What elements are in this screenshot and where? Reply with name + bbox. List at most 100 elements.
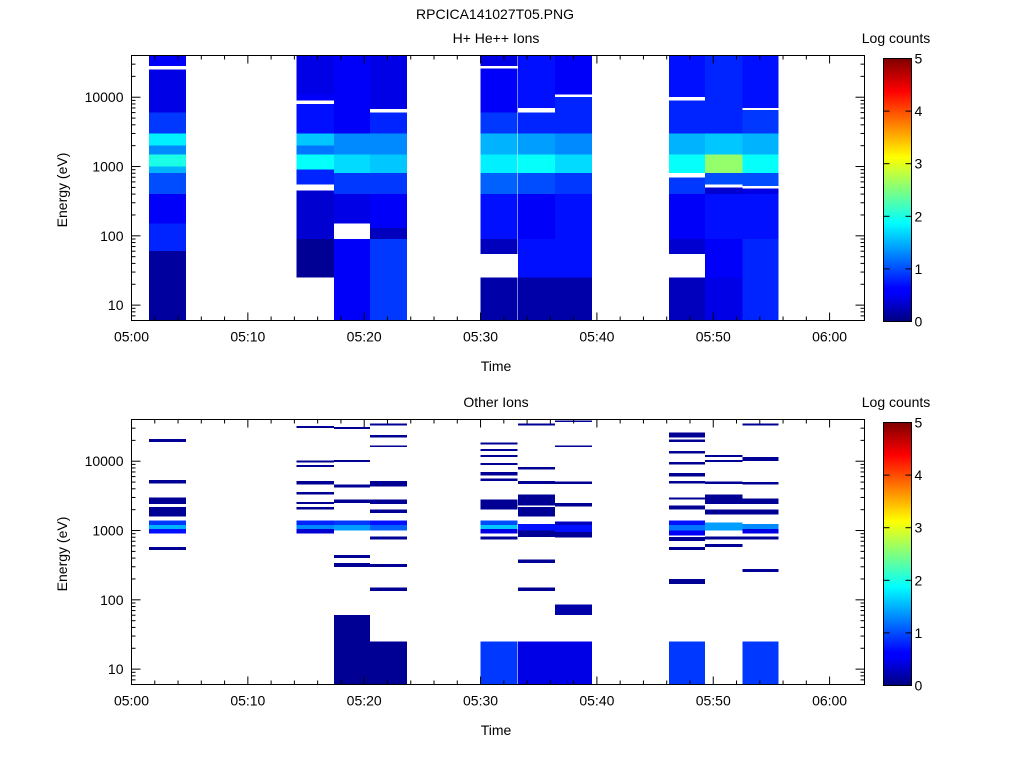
heatmap-cell [669, 439, 706, 442]
x-tick-label: 05:20 [347, 693, 382, 709]
y-tick-label: 10 [108, 661, 124, 677]
heatmap-cell [296, 520, 334, 525]
heatmap-cell [742, 457, 779, 462]
heatmap-cell [517, 641, 555, 685]
heatmap-cell [669, 100, 706, 134]
heatmap-cell [296, 133, 334, 146]
heatmap-cell [669, 194, 706, 239]
y-axis-label: Energy (eV) [54, 153, 70, 228]
heatmap-cell [555, 55, 593, 95]
panel-other-ions: Other Ions Log counts 05:00 05:10 05:20 05:… [54, 394, 930, 738]
heatmap-cell [149, 166, 187, 174]
heatmap-cell [742, 423, 779, 426]
heatmap-cell [669, 505, 706, 510]
heatmap-cell [296, 154, 334, 170]
heatmap-cell [296, 426, 334, 429]
heatmap-cell [669, 55, 706, 98]
heatmap-cell [480, 194, 518, 239]
heatmap-cell [149, 173, 187, 195]
colorbar-tick-label: 0 [915, 678, 923, 694]
heatmap-cell [333, 133, 370, 155]
heatmap-cell [517, 112, 555, 134]
heatmap-cell [669, 133, 706, 155]
heatmap-cell [370, 445, 408, 448]
heatmap-cell [149, 55, 187, 67]
heatmap-cell [296, 145, 334, 155]
plot-frame [131, 419, 865, 685]
heatmap-cell [333, 154, 370, 174]
heatmap-cell [480, 455, 518, 457]
heatmap-cell [370, 587, 408, 591]
heatmap-cell [705, 544, 743, 547]
y-axis: 10 100 1000 10000 [85, 419, 865, 685]
heatmap-cell [555, 641, 593, 685]
heatmap-cell [517, 530, 555, 538]
heatmap-cell [555, 173, 593, 195]
x-axis: 05:00 05:10 05:20 05:30 05:40 05:50 06:00 [114, 419, 847, 709]
y-tick-label: 100 [100, 592, 124, 608]
colorbar-tick-label: 2 [915, 208, 923, 224]
heatmap-cell [555, 154, 593, 174]
heatmap-cell [555, 604, 593, 616]
colorbar-tick-label: 2 [915, 572, 923, 588]
heatmap-cell [149, 438, 187, 442]
x-tick-label: 05:00 [114, 329, 149, 345]
plot-frame [131, 55, 865, 321]
heatmap-cell [517, 587, 555, 591]
heatmap-cell [480, 641, 518, 685]
heatmap-cell [555, 239, 593, 278]
heatmap-cell [296, 460, 334, 463]
heatmap-cell [296, 501, 334, 505]
x-axis-label: Time [481, 722, 512, 738]
panel-h-he-ions: H+ He++ Ions Log counts 05:00 05:10 05:20 0… [54, 30, 930, 374]
colorbar-tick-label: 1 [915, 261, 923, 277]
heatmap-cell [742, 133, 779, 155]
heatmap-cell [370, 239, 408, 321]
heatmap-cell [705, 459, 743, 462]
heatmap-cell [149, 154, 187, 167]
heatmap-cell [333, 499, 370, 503]
colorbar-tick-label: 3 [915, 156, 923, 172]
heatmap-cell [555, 133, 593, 155]
heatmap-cell [517, 194, 555, 239]
heatmap-cell [480, 173, 518, 195]
x-tick-label: 06:00 [812, 693, 847, 709]
x-tick-label: 06:00 [812, 329, 847, 345]
x-tick-label: 05:30 [463, 693, 498, 709]
heatmap-cell [669, 579, 706, 584]
heatmap-cell [370, 480, 408, 487]
heatmap-cell [333, 484, 370, 488]
heatmap-cell [480, 55, 518, 67]
heatmap-cell [296, 103, 334, 134]
heatmap-cell [480, 499, 518, 510]
heatmap-cell [705, 173, 743, 185]
heatmap-cell [555, 521, 593, 525]
heatmap-cells [149, 420, 779, 685]
heatmap-cell [333, 520, 370, 525]
heatmap-cell [370, 194, 408, 228]
x-tick-label: 05:30 [463, 329, 498, 345]
heatmap-cell [480, 462, 518, 466]
heatmap-cell [480, 277, 518, 321]
heatmap-cell [742, 509, 779, 515]
heatmap-cell [149, 529, 187, 534]
heatmap-cell [517, 506, 555, 517]
x-tick-label: 05:50 [696, 693, 731, 709]
x-tick-label: 05:20 [347, 329, 382, 345]
heatmap-cell [370, 499, 408, 505]
colorbar-label: Log counts [862, 394, 931, 410]
heatmap-cell [149, 133, 187, 146]
heatmap-cell [480, 239, 518, 254]
panel-title: H+ He++ Ions [453, 30, 540, 46]
x-tick-label: 05:10 [230, 693, 265, 709]
x-tick-label: 05:10 [230, 329, 265, 345]
heatmap-cell [705, 455, 743, 457]
heatmap-cell [296, 525, 334, 529]
heatmap-cell [517, 239, 555, 278]
heatmap-cell [296, 506, 334, 510]
heatmap-cell [669, 546, 706, 551]
heatmap-cell [669, 537, 706, 542]
x-tick-label: 05:40 [579, 329, 614, 345]
heatmap-cell [296, 529, 334, 534]
